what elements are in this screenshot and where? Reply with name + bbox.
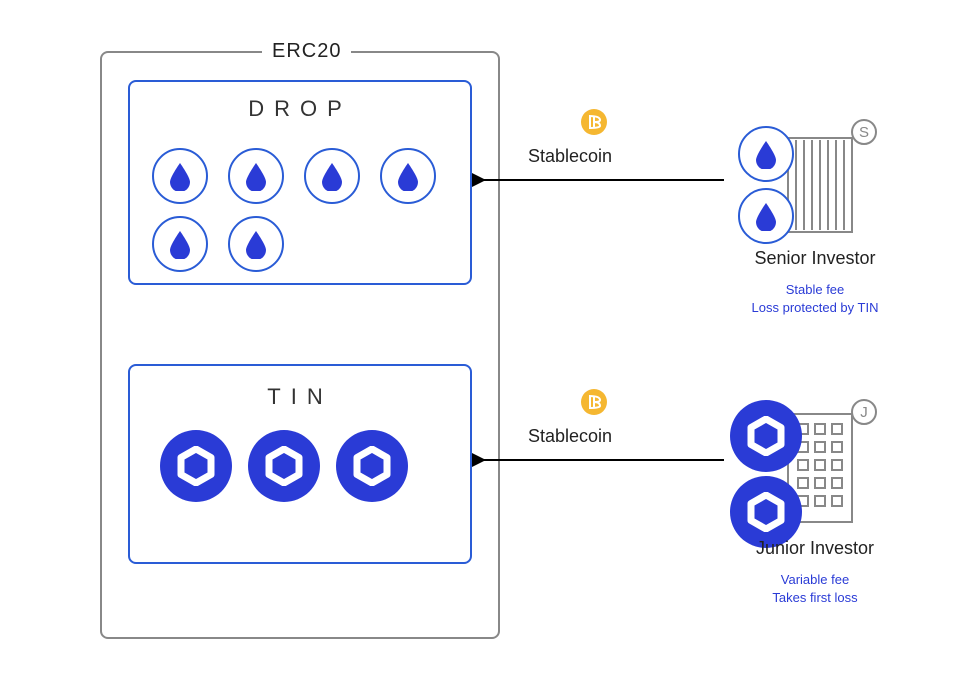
stablecoin-icon: [580, 108, 608, 141]
arrow-senior-label: Stablecoin: [528, 146, 612, 167]
svg-text:J: J: [860, 404, 868, 421]
drop-token-icon: [738, 126, 794, 182]
drop-title: DROP: [128, 96, 472, 122]
junior-investor-sub2: Takes first loss: [740, 588, 890, 608]
junior-badge-icon: J: [850, 398, 878, 431]
arrow-junior-label: Stablecoin: [528, 426, 612, 447]
stablecoin-icon: [580, 388, 608, 421]
senior-investor-title: Senior Investor: [740, 248, 890, 269]
arrow-junior: [472, 448, 726, 472]
tin-token-icon: [730, 400, 802, 472]
senior-investor-sub2: Loss protected by TIN: [740, 298, 890, 318]
diagram-canvas: ERC20 DROP TIN: [0, 0, 960, 676]
tin-token-icon: [336, 430, 408, 502]
drop-token-icon: [304, 148, 360, 204]
tin-title: TIN: [128, 384, 472, 410]
drop-token-icon: [152, 216, 208, 272]
senior-investor-sub1: Stable fee: [740, 280, 890, 300]
junior-investor-title: Junior Investor: [740, 538, 890, 559]
svg-text:S: S: [859, 124, 869, 141]
drop-token-icon: [228, 216, 284, 272]
drop-token-icon: [228, 148, 284, 204]
arrow-senior: [472, 168, 726, 192]
tin-token-icon: [160, 430, 232, 502]
drop-token-icon: [152, 148, 208, 204]
tin-token-icon: [248, 430, 320, 502]
erc20-label: ERC20: [262, 40, 351, 63]
junior-investor-sub1: Variable fee: [740, 570, 890, 590]
senior-badge-icon: S: [850, 118, 878, 151]
drop-token-icon: [380, 148, 436, 204]
drop-token-icon: [738, 188, 794, 244]
